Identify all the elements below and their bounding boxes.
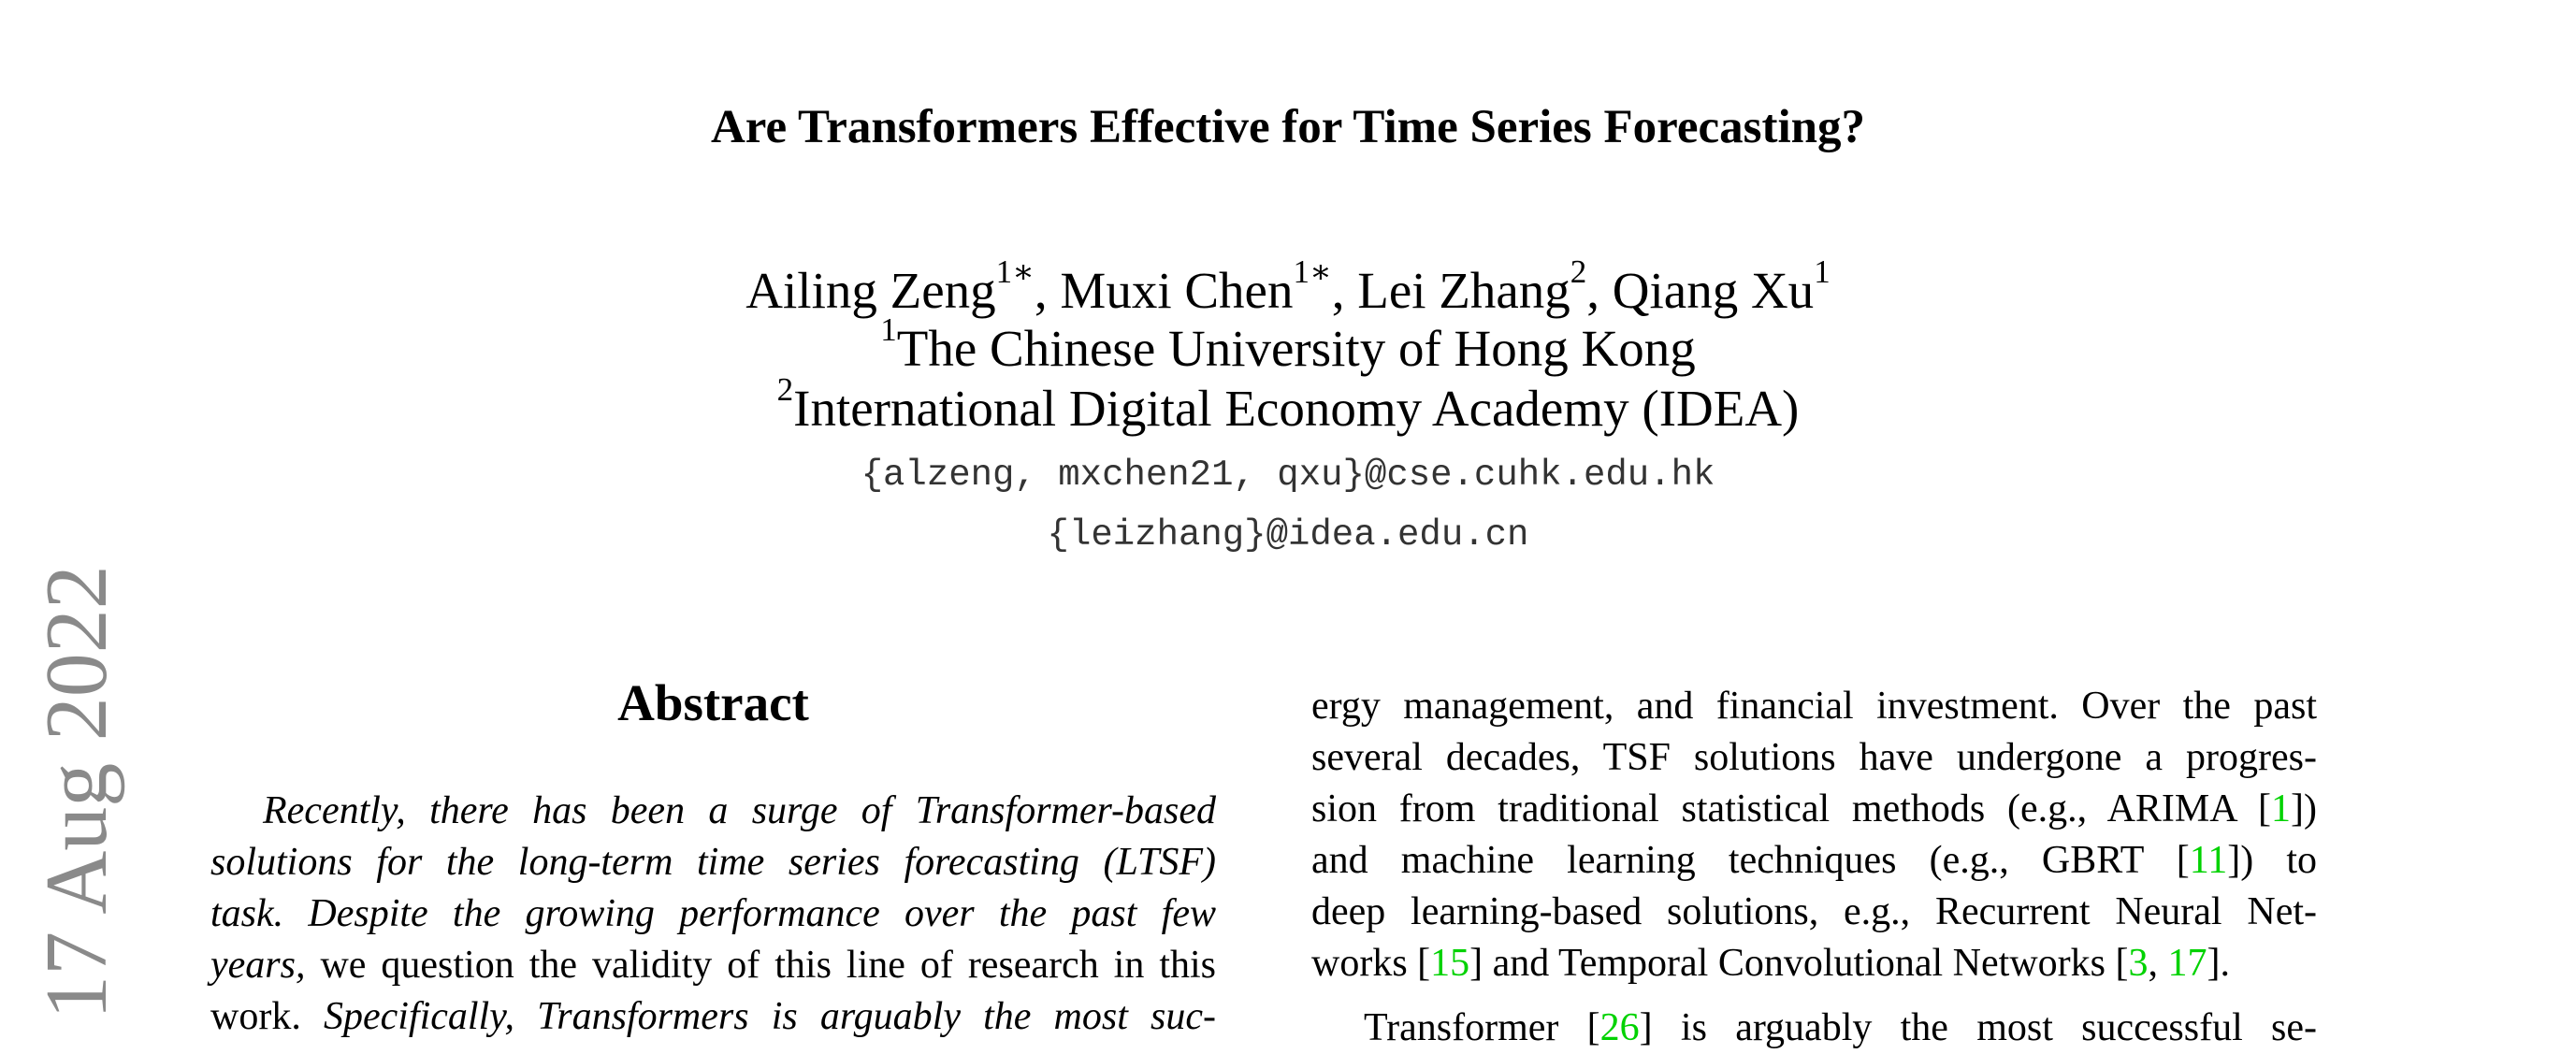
introduction-body: ergy management, and financial investmen… [1311,681,2317,1054]
abstract-text: task. Despite the growing performance ov… [210,892,1216,935]
citation-link[interactable]: 26 [1599,1006,1640,1049]
affiliation-2: 2International Digital Economy Academy (… [0,373,2576,438]
intro-text: ]) [2291,787,2317,830]
intro-text: ]) to [2227,839,2317,882]
author-list: Ailing Zeng1∗, Muxi Chen1∗, Lei Zhang2, … [0,255,2576,320]
affiliation-mark: 1 [880,311,897,348]
abstract-line: Recently, there has been a surge of Tran… [210,786,1216,837]
abstract-text: solutions for the long-term time series … [210,841,1216,884]
abstract-line: task. Despite the growing performance ov… [210,888,1216,940]
citation-link[interactable]: 17 [2167,942,2207,985]
abstract-text: we question the validity of this line of… [305,944,1216,987]
abstract-line: work. Specifically, Transformers is argu… [210,991,1216,1043]
citation-link[interactable]: 15 [1430,942,1470,985]
affiliation-name: International Digital Economy Academy (I… [793,380,1800,437]
author-name: Lei Zhang [1357,262,1570,319]
intro-text: ] is arguably the most successful se- [1639,1006,2317,1049]
citation-link[interactable]: 1 [2271,787,2292,830]
intro-text: ]. [2207,942,2230,985]
email-idea: {leizhang}@idea.edu.cn [1047,514,1529,556]
author-separator: , [1331,262,1358,319]
citation-link[interactable]: 11 [2189,839,2228,882]
abstract-text: Recently, there has been a surge of Tran… [263,789,1216,832]
intro-text: deep learning-based solutions, e.g., Rec… [1311,890,2317,933]
intro-line: and machine learning techniques (e.g., G… [1311,835,2317,887]
author-mark: 1 [1814,253,1831,290]
abstract-text: Specifically, Transformers is arguably t… [323,995,1216,1038]
affiliation-name: The Chinese University of Hong Kong [896,320,1696,377]
intro-line: sion from traditional statistical method… [1311,784,2317,835]
intro-text: Transformer [ [1364,1006,1600,1049]
author-name: Qiang Xu [1612,262,1815,319]
intro-text: several decades, TSF solutions have unde… [1311,736,2317,779]
abstract-line: years, we question the validity of this … [210,940,1216,991]
arxiv-date-stamp: 17 Aug 2022 [28,565,125,1019]
intro-text: , [2148,942,2168,985]
abstract-text: work. [210,995,324,1038]
intro-line: several decades, TSF solutions have unde… [1311,732,2317,784]
abstract-line: solutions for the long-term time series … [210,837,1216,888]
intro-text: ] and Temporal Convolutional Networks [ [1469,942,2129,985]
intro-text: works [ [1311,942,1431,985]
abstract-body: Recently, there has been a surge of Tran… [210,786,1216,1043]
author-mark: 1∗ [995,253,1035,290]
intro-text: ergy management, and financial investmen… [1311,685,2317,728]
author-separator: , [1586,262,1613,319]
citation-link[interactable]: 3 [2128,942,2149,985]
affiliation-1: 1The Chinese University of Hong Kong [0,313,2576,378]
author-name: Ailing Zeng [745,262,996,319]
intro-line: ergy management, and financial investmen… [1311,681,2317,732]
email-cuhk: {alzeng, mxchen21, qxu}@cse.cuhk.edu.hk [861,455,1715,496]
author-mark: 2 [1570,253,1587,290]
abstract-heading: Abstract [617,674,809,731]
intro-line: Transformer [26] is arguably the most su… [1311,1003,2317,1054]
intro-line: works [15] and Temporal Convolutional Ne… [1311,938,2317,989]
intro-text: and machine learning techniques (e.g., G… [1311,839,2190,882]
intro-text: sion from traditional statistical method… [1311,787,2272,830]
author-name: Muxi Chen [1060,262,1294,319]
paper-title: Are Transformers Effective for Time Seri… [710,101,1866,153]
affiliation-mark: 2 [776,371,794,408]
abstract-text: years, [210,944,306,987]
intro-line: deep learning-based solutions, e.g., Rec… [1311,887,2317,938]
author-mark: 1∗ [1293,253,1332,290]
author-separator: , [1034,262,1061,319]
